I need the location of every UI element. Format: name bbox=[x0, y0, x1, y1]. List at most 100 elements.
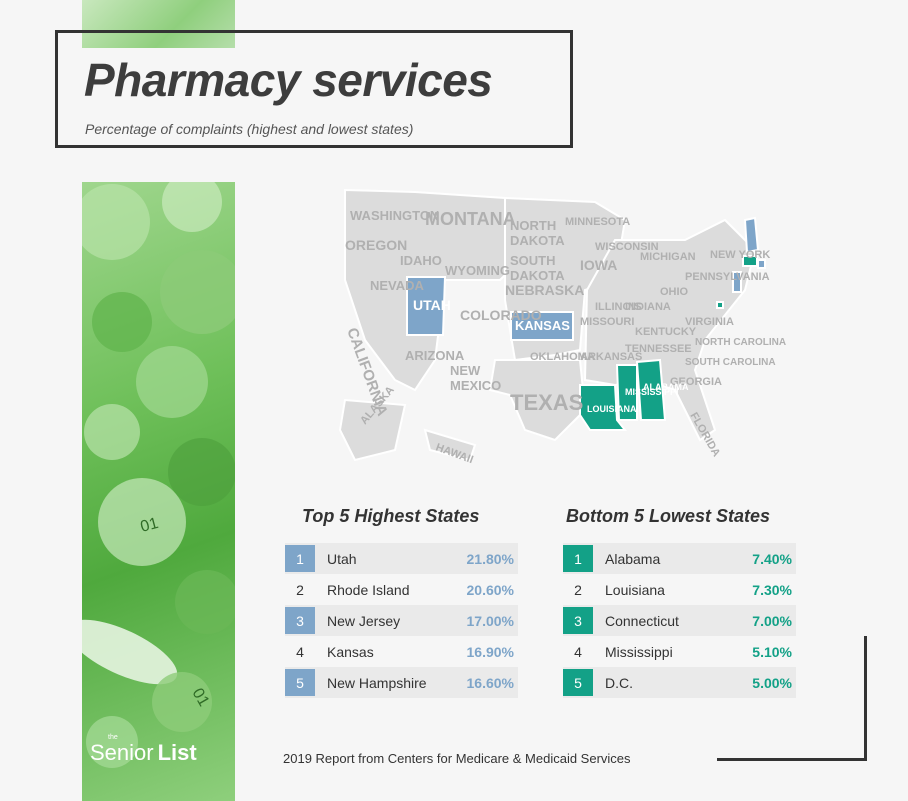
pills-illustration: 01 01 bbox=[82, 182, 235, 768]
table-row: 5 New Hampshire 16.60% bbox=[285, 667, 518, 698]
svg-text:IDAHO: IDAHO bbox=[400, 253, 442, 268]
rank-badge: 2 bbox=[574, 581, 582, 598]
map-state-louisiana bbox=[579, 384, 628, 431]
table-row: 2 Louisiana 7.30% bbox=[563, 574, 796, 605]
state-value: 7.40% bbox=[752, 550, 792, 567]
rank-badge: 2 bbox=[296, 581, 304, 598]
svg-text:ALABAMA: ALABAMA bbox=[643, 382, 689, 392]
corner-divider-horizontal bbox=[717, 758, 867, 761]
table-row: 1 Alabama 7.40% bbox=[563, 543, 796, 574]
rank-badge: 1 bbox=[563, 545, 593, 572]
svg-text:OREGON: OREGON bbox=[345, 237, 407, 253]
svg-text:ARIZONA: ARIZONA bbox=[405, 348, 465, 363]
svg-text:LOUISIANA: LOUISIANA bbox=[587, 404, 637, 414]
svg-text:NEW YORK: NEW YORK bbox=[710, 249, 770, 261]
map-state-dc bbox=[716, 301, 724, 309]
svg-text:INDIANA: INDIANA bbox=[625, 301, 671, 313]
rank-badge: 5 bbox=[563, 669, 593, 696]
state-value: 21.80% bbox=[466, 550, 514, 567]
svg-text:WASHINGTON: WASHINGTON bbox=[350, 208, 439, 223]
table-row: 3 New Jersey 17.00% bbox=[285, 605, 518, 636]
svg-text:NORTH CAROLINA: NORTH CAROLINA bbox=[695, 337, 786, 348]
state-name: Mississippi bbox=[605, 643, 673, 660]
highest-table-title: Top 5 Highest States bbox=[302, 506, 480, 526]
svg-text:01: 01 bbox=[139, 515, 161, 536]
map-state-connecticut bbox=[742, 255, 758, 267]
svg-text:WYOMING: WYOMING bbox=[445, 263, 510, 278]
state-name: Utah bbox=[327, 550, 357, 567]
page-title: Pharmacy services bbox=[84, 54, 493, 106]
senior-list-logo: the Senior List bbox=[90, 734, 197, 766]
decorative-green-block-top bbox=[82, 0, 235, 48]
state-name: D.C. bbox=[605, 674, 633, 691]
map-state-rhode-island bbox=[757, 259, 766, 269]
us-map: WASHINGTON MONTANA OREGON IDAHO WYOMING … bbox=[338, 188, 786, 466]
highest-states-table: 1 Utah 21.80% 2 Rhode Island 20.60% 3 Ne… bbox=[285, 543, 518, 698]
rank-badge: 4 bbox=[574, 643, 582, 660]
state-value: 16.60% bbox=[466, 674, 514, 691]
state-value: 17.00% bbox=[466, 612, 514, 629]
svg-text:KANSAS: KANSAS bbox=[515, 318, 570, 333]
svg-text:TENNESSEE: TENNESSEE bbox=[625, 343, 692, 355]
svg-text:DAKOTA: DAKOTA bbox=[510, 268, 565, 283]
state-name: Louisiana bbox=[605, 581, 665, 598]
svg-text:NEW: NEW bbox=[450, 363, 481, 378]
svg-text:NORTH: NORTH bbox=[510, 218, 556, 233]
rank-badge: 3 bbox=[563, 607, 593, 634]
corner-divider-vertical bbox=[864, 636, 867, 761]
svg-text:MISSOURI: MISSOURI bbox=[580, 316, 634, 328]
table-row: 4 Kansas 16.90% bbox=[285, 636, 518, 667]
svg-text:PENNSYLVANIA: PENNSYLVANIA bbox=[685, 271, 770, 283]
table-row: 5 D.C. 5.00% bbox=[563, 667, 796, 698]
rank-badge: 3 bbox=[285, 607, 315, 634]
rank-badge: 1 bbox=[285, 545, 315, 572]
lowest-states-table: 1 Alabama 7.40% 2 Louisiana 7.30% 3 Conn… bbox=[563, 543, 796, 698]
svg-text:MONTANA: MONTANA bbox=[425, 209, 516, 229]
svg-text:01: 01 bbox=[189, 686, 213, 710]
map-region-hawaii bbox=[423, 428, 477, 462]
rank-badge: 5 bbox=[285, 669, 315, 696]
svg-text:MISSISSIPPI: MISSISSIPPI bbox=[625, 387, 679, 397]
svg-text:MICHIGAN: MICHIGAN bbox=[640, 251, 696, 263]
map-state-mississippi bbox=[615, 364, 638, 421]
map-state-kansas bbox=[510, 311, 574, 341]
page-subtitle: Percentage of complaints (highest and lo… bbox=[85, 121, 414, 137]
table-row: 4 Mississippi 5.10% bbox=[563, 636, 796, 667]
pill-image-strip: 01 01 bbox=[82, 182, 235, 801]
state-name: Alabama bbox=[605, 550, 661, 567]
svg-text:ARKANSAS: ARKANSAS bbox=[580, 351, 642, 363]
map-region-east bbox=[583, 218, 757, 442]
logo-name-light: Senior bbox=[90, 740, 154, 765]
map-region-alaska bbox=[338, 398, 407, 462]
state-name: Rhode Island bbox=[327, 581, 410, 598]
svg-text:MINNESOTA: MINNESOTA bbox=[565, 216, 630, 228]
state-value: 7.00% bbox=[752, 612, 792, 629]
state-name: Kansas bbox=[327, 643, 374, 660]
svg-text:KENTUCKY: KENTUCKY bbox=[635, 326, 697, 338]
title-box: Pharmacy services Percentage of complain… bbox=[55, 30, 573, 148]
svg-text:COLORADO: COLORADO bbox=[460, 307, 542, 323]
svg-text:MEXICO: MEXICO bbox=[450, 378, 501, 393]
svg-text:IOWA: IOWA bbox=[580, 257, 617, 273]
lowest-table-title: Bottom 5 Lowest States bbox=[566, 506, 771, 526]
logo-name-bold: List bbox=[157, 740, 197, 765]
state-value: 5.10% bbox=[752, 643, 792, 660]
state-name: Connecticut bbox=[605, 612, 679, 629]
svg-text:ILLINOIS: ILLINOIS bbox=[595, 301, 641, 313]
map-state-utah bbox=[406, 276, 447, 336]
source-footnote: 2019 Report from Centers for Medicare & … bbox=[283, 751, 631, 766]
svg-text:GEORGIA: GEORGIA bbox=[670, 376, 722, 388]
map-state-new-jersey bbox=[732, 271, 742, 293]
state-value: 7.30% bbox=[752, 581, 792, 598]
svg-text:DAKOTA: DAKOTA bbox=[510, 233, 565, 248]
svg-text:OKLAHOMA: OKLAHOMA bbox=[530, 351, 595, 363]
svg-text:SOUTH CAROLINA: SOUTH CAROLINA bbox=[685, 357, 776, 368]
logo-prefix: the bbox=[108, 734, 118, 741]
rank-badge: 4 bbox=[296, 643, 304, 660]
table-row: 3 Connecticut 7.00% bbox=[563, 605, 796, 636]
map-state-alabama bbox=[635, 358, 667, 421]
svg-text:WISCONSIN: WISCONSIN bbox=[595, 241, 659, 253]
svg-text:SOUTH: SOUTH bbox=[510, 253, 556, 268]
svg-text:TEXAS: TEXAS bbox=[510, 390, 583, 415]
map-state-new-hampshire bbox=[743, 216, 760, 254]
